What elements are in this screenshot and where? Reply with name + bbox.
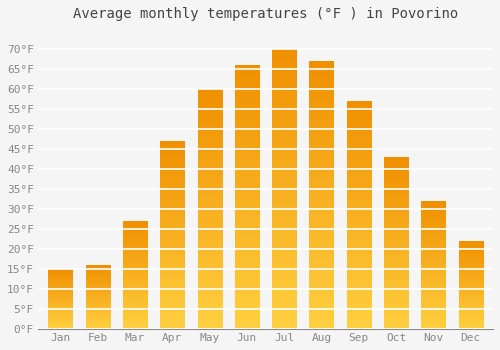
- Title: Average monthly temperatures (°F ) in Povorino: Average monthly temperatures (°F ) in Po…: [73, 7, 458, 21]
